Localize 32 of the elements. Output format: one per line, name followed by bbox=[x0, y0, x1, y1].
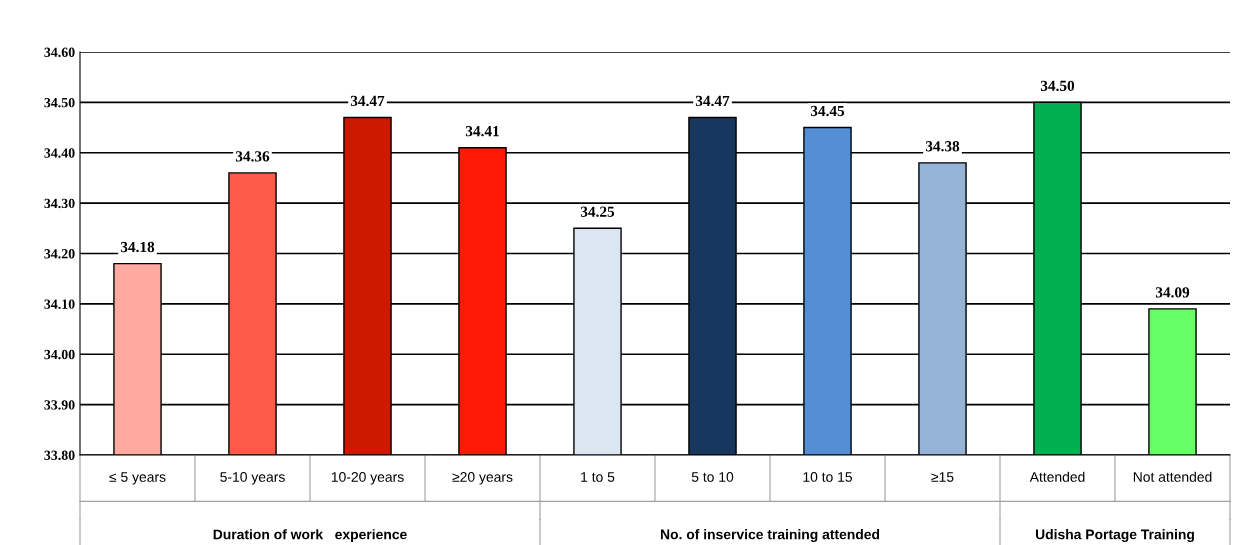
y-tick-label: 34.00 bbox=[44, 349, 75, 360]
data-label: 34.50 bbox=[1040, 80, 1075, 92]
y-tick-label: 33.80 bbox=[44, 450, 75, 461]
data-label: 34.45 bbox=[810, 105, 845, 117]
x-tick-label: 5-10 years bbox=[220, 472, 285, 485]
x-tick-label: Not attended bbox=[1133, 471, 1212, 482]
data-label: 34.38 bbox=[925, 141, 960, 152]
x-tick-label: Attended bbox=[1029, 471, 1085, 482]
y-tick-label: 34.50 bbox=[44, 97, 75, 108]
x-tick-label: 10 to 15 bbox=[803, 472, 853, 482]
x-tick-label: 5 to 10 bbox=[691, 472, 734, 482]
y-tick-label: 33.90 bbox=[44, 400, 75, 410]
x-tick-label: 10-20 years bbox=[331, 472, 404, 485]
x-tick-label: ≤ 5 years bbox=[109, 472, 166, 485]
text: No. of inservice training attended bbox=[660, 529, 880, 543]
y-tick-label: 34.30 bbox=[44, 198, 75, 209]
data-label: 34.41 bbox=[465, 126, 499, 137]
y-tick-label: 34.10 bbox=[44, 299, 75, 309]
y-tick-label: 34.40 bbox=[44, 148, 75, 158]
y-tick-label: 34.20 bbox=[44, 249, 75, 259]
data-label: 34.09 bbox=[1155, 287, 1190, 298]
text: Duration of work experience bbox=[213, 529, 407, 543]
data-label: 34.25 bbox=[580, 206, 615, 217]
text: Udisha Portage Training bbox=[1035, 529, 1194, 543]
x-tick-label: 1 to 5 bbox=[581, 472, 615, 482]
x-tick-label: ≥15 bbox=[931, 472, 954, 482]
x-tick-label: ≥20 years bbox=[452, 472, 513, 485]
data-label: 34.18 bbox=[120, 241, 155, 253]
data-label: 34.47 bbox=[350, 95, 385, 107]
data-label: 34.36 bbox=[235, 151, 270, 162]
y-tick-label: 34.60 bbox=[44, 47, 75, 58]
data-label: 34.47 bbox=[695, 95, 730, 107]
